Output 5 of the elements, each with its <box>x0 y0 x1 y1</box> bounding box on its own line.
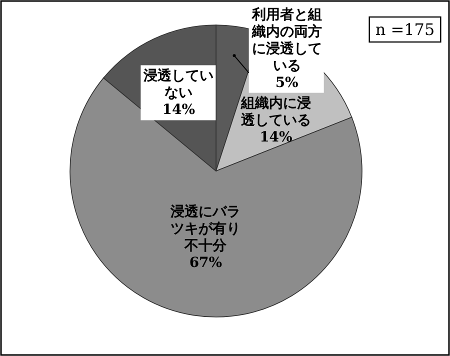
annotation: n =175 <box>368 16 442 43</box>
slice-label: 浸透していない <box>142 68 214 102</box>
data-label: 14% <box>162 102 196 118</box>
data-label: 5% <box>275 74 298 91</box>
slice-label: 利用者と組織内の両方に浸透している <box>250 6 322 74</box>
